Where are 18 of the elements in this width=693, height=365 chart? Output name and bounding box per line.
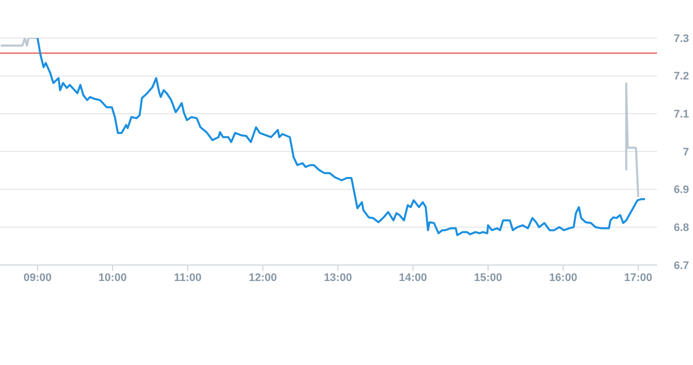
x-tick-label: 13:00 xyxy=(324,272,352,284)
y-tick-label: 7 xyxy=(682,146,689,158)
y-tick-label: 7.3 xyxy=(674,32,689,45)
line-series xyxy=(625,82,640,198)
x-tick-label: 17:00 xyxy=(624,272,652,284)
y-tick-label: 6.7 xyxy=(674,260,689,272)
y-tick-label: 6.8 xyxy=(674,222,689,234)
line-series xyxy=(36,38,646,236)
x-tick-label: 16:00 xyxy=(549,272,578,284)
x-tick-label: 15:00 xyxy=(474,272,502,284)
x-tick-label: 11:00 xyxy=(174,272,202,284)
x-tick-label: 14:00 xyxy=(398,272,428,284)
x-tick-label: 09:00 xyxy=(23,272,52,284)
y-tick-label: 7.2 xyxy=(674,70,689,83)
x-tick-label: 12:00 xyxy=(248,272,277,284)
x-tick-label: 10:00 xyxy=(98,272,127,284)
y-tick-label: 6.9 xyxy=(674,184,689,196)
y-tick-label: 7.1 xyxy=(674,108,689,121)
